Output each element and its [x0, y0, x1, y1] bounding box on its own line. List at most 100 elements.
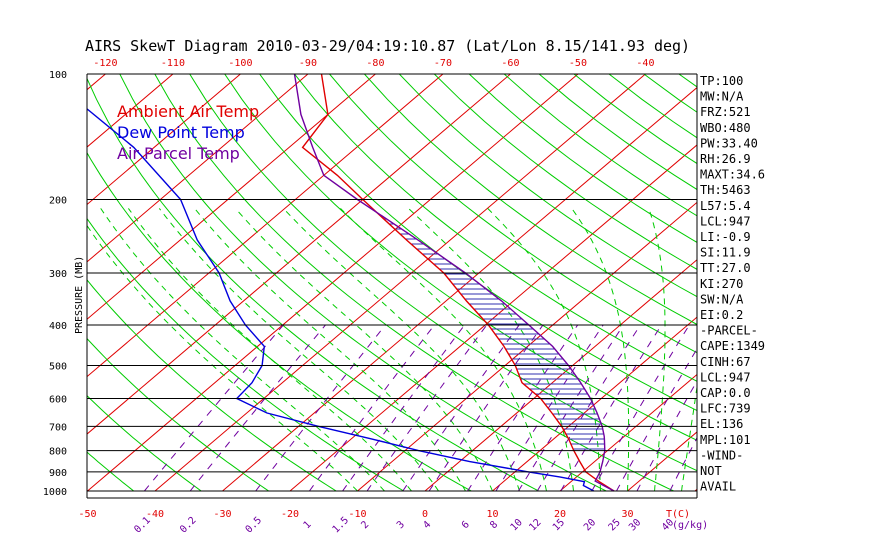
- mixing-ratio-tick-label: 6: [460, 519, 472, 531]
- mixing-ratio-lines: [144, 324, 697, 492]
- isobar-lines: [86, 73, 698, 499]
- isotherm-line: [87, 74, 309, 263]
- x-axis-label: T(C): [666, 509, 690, 520]
- moist-adiabat-lines: [87, 208, 697, 492]
- pressure-tick-label: 100: [49, 70, 67, 81]
- isotherm-line: [559, 373, 697, 492]
- dry-adiabat-line: [87, 279, 337, 492]
- mixing-ratio-tick-label: 1: [302, 519, 314, 531]
- mixing-ratio-tick-label: 12: [527, 517, 543, 533]
- dry-adiabat-lines: [87, 74, 870, 492]
- mixing-ratio-line: [560, 324, 662, 492]
- top-temperature-tick-label: -40: [636, 58, 654, 69]
- isotherm-line: [289, 144, 697, 492]
- top-temperature-tick-label: -60: [501, 58, 519, 69]
- moist-adiabat-line: [100, 208, 385, 492]
- air-parcel-temp-line: [293, 74, 615, 492]
- dry-adiabat-line: [468, 74, 697, 243]
- isotherm-line: [87, 74, 241, 206]
- bottom-temperature-tick-label: 0: [422, 509, 428, 520]
- top-temperature-tick-label: -120: [93, 58, 117, 69]
- isotherm-line: [492, 316, 697, 492]
- mixing-ratio-tick-label: 0.2: [178, 515, 199, 536]
- top-temperature-tick-label: -70: [434, 58, 452, 69]
- mixing-ratio-line: [308, 324, 435, 492]
- index-item: TT:27.0: [700, 261, 751, 275]
- index-item: CAPE:1349: [700, 339, 765, 353]
- index-item: RH:26.9: [700, 152, 751, 166]
- dry-adiabat-line: [87, 151, 472, 492]
- index-item: -PARCEL-: [700, 324, 758, 338]
- mixing-ratio-line: [402, 324, 520, 492]
- dry-adiabat-line: [294, 74, 697, 382]
- mixing-ratio-line: [495, 324, 604, 492]
- top-temperature-tick-label: -90: [299, 58, 317, 69]
- isotherm-line: [424, 259, 697, 492]
- dry-adiabat-line: [364, 74, 697, 326]
- dry-adiabat-line: [87, 337, 269, 492]
- dry-adiabat-line: [329, 74, 697, 354]
- bottom-temperature-tick-label: 30: [621, 509, 633, 520]
- index-item: TP:100: [700, 74, 743, 88]
- index-item: KI:270: [700, 277, 743, 291]
- legend-entry: Air Parcel Temp: [117, 144, 240, 163]
- mixing-ratio-tick-label: 4: [421, 519, 433, 531]
- pressure-tick-label: 700: [49, 422, 67, 433]
- bottom-temperature-ticks: -50 -40 -30 -20 -10 0 10 20 30: [78, 509, 633, 520]
- moist-adiabat-line: [681, 383, 697, 492]
- dry-adiabat-line: [154, 74, 674, 492]
- mixing-ratio-line: [591, 324, 690, 492]
- moist-adiabat-line: [571, 208, 630, 492]
- isotherm-line: [87, 74, 579, 492]
- mixing-ratio-tick-label: 10: [509, 517, 525, 533]
- index-item: SW:N/A: [700, 292, 744, 306]
- top-temperature-tick-label: -80: [366, 58, 384, 69]
- index-item: EI:0.2: [700, 308, 743, 322]
- dry-adiabat-line: [819, 74, 870, 491]
- y-axis-label: PRESSURE (MB): [74, 256, 85, 334]
- dry-adiabat-line: [433, 74, 697, 270]
- moist-adiabat-line: [487, 208, 601, 492]
- dry-adiabat-line: [87, 394, 202, 492]
- index-item: TH:5463: [700, 183, 751, 197]
- moist-adiabat-line: [282, 208, 520, 492]
- index-item: CAP:0.0: [700, 386, 751, 400]
- isotherm-line: [222, 86, 697, 492]
- index-item: SI:11.9: [700, 246, 751, 260]
- pressure-tick-label: 400: [49, 321, 67, 332]
- legend: Ambient Air Temp Dew Point Temp Air Parcel…: [117, 102, 259, 163]
- dry-adiabat-line: [784, 74, 870, 491]
- mixing-ratio-unit-label: (g/kg): [672, 520, 708, 531]
- pressure-tick-label: 1000: [43, 487, 67, 498]
- index-item: L57:5.4: [700, 199, 751, 213]
- pressure-tick-label: 300: [49, 269, 67, 280]
- dry-adiabat-line: [87, 77, 539, 492]
- ambient-air-temp-line: [301, 74, 615, 492]
- index-item: LCL:947: [700, 214, 751, 228]
- pressure-tick-label: 900: [49, 468, 67, 479]
- bottom-temperature-tick-label: -40: [146, 509, 164, 520]
- cape-hatching: [378, 213, 605, 450]
- top-temperature-tick-label: -100: [228, 58, 252, 69]
- dry-adiabat-line: [503, 74, 697, 217]
- index-item: AVAIL: [700, 480, 736, 494]
- index-item: WBO:480: [700, 121, 751, 135]
- index-item: MW:N/A: [700, 90, 744, 104]
- index-item: EL:136: [700, 417, 743, 431]
- mixing-ratio-tick-label: 25: [607, 517, 623, 533]
- pressure-tick-label: 800: [49, 447, 67, 458]
- index-item: NOT: [700, 464, 722, 478]
- isotherm-line: [763, 74, 870, 491]
- dry-adiabat-line: [259, 74, 697, 412]
- legend-entry: Ambient Air Temp: [117, 102, 259, 121]
- isotherm-line: [357, 201, 697, 492]
- moist-adiabat-line: [235, 208, 493, 492]
- moist-adiabat-line: [127, 208, 412, 492]
- isotherm-line: [154, 74, 646, 492]
- plot-area: [87, 74, 870, 492]
- pressure-tick-label: 600: [49, 394, 67, 405]
- mixing-ratio-tick-label: 20: [582, 517, 598, 533]
- top-temperature-ticks: -120 -110 -100 -90 -80 -70 -60 -50 -40: [93, 58, 654, 69]
- bottom-temperature-tick-label: -20: [281, 509, 299, 520]
- dry-adiabat-line: [189, 74, 697, 472]
